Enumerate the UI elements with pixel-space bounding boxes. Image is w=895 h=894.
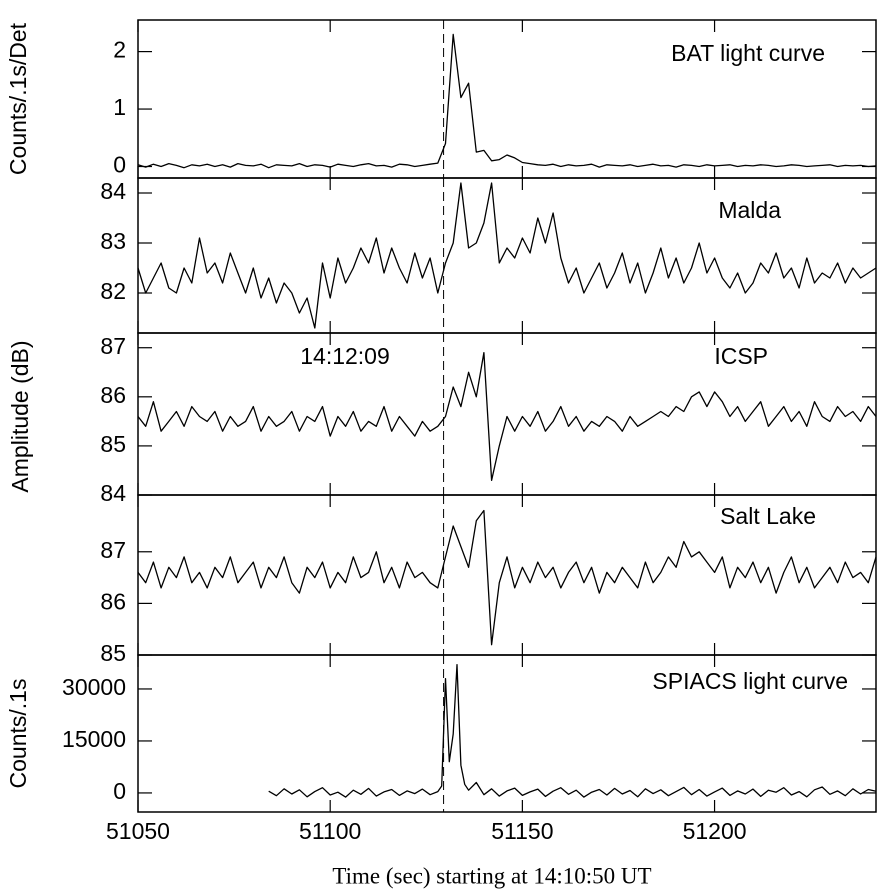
x-tick-label: 51100 (299, 818, 361, 844)
data-line (137, 182, 877, 329)
y-tick-label: 87 (100, 333, 126, 359)
y-tick-label: 15000 (62, 726, 126, 752)
y-axis-label: Counts/.1s (5, 679, 31, 789)
data-line (268, 664, 877, 798)
y-tick-label: 82 (100, 278, 126, 304)
panel-title: Malda (718, 197, 781, 223)
y-tick-label: 85 (100, 640, 126, 666)
x-tick-label: 51050 (106, 818, 170, 844)
y-tick-label: 0 (113, 152, 126, 178)
y-tick-label: 84 (100, 480, 126, 506)
x-axis-label: Time (sec) starting at 14:10:50 UT (332, 863, 651, 888)
y-tick-label: 85 (100, 431, 126, 457)
y-axis-label: Counts/.1s/Det (5, 22, 31, 175)
data-line (137, 33, 877, 169)
y-tick-label: 0 (113, 778, 126, 804)
y-tick-label: 83 (100, 228, 126, 254)
panel-title: ICSP (714, 343, 768, 369)
annotation: 14:12:09 (300, 343, 390, 369)
data-line (137, 351, 877, 481)
y-axis-label: Amplitude (dB) (7, 340, 33, 492)
data-line (137, 509, 877, 646)
x-tick-label: 51200 (683, 818, 747, 844)
y-tick-label: 86 (100, 382, 126, 408)
y-tick-label: 86 (100, 588, 126, 614)
y-tick-label: 1 (113, 94, 126, 120)
y-tick-label: 30000 (62, 674, 126, 700)
panel-title: Salt Lake (720, 503, 816, 529)
y-tick-label: 87 (100, 537, 126, 563)
y-tick-label: 84 (100, 178, 126, 204)
panel-frame (137, 654, 877, 813)
panel-title: SPIACS light curve (652, 668, 848, 694)
y-tick-label: 2 (113, 37, 126, 63)
x-tick-label: 51150 (491, 818, 553, 844)
panel-title: BAT light curve (671, 40, 825, 66)
